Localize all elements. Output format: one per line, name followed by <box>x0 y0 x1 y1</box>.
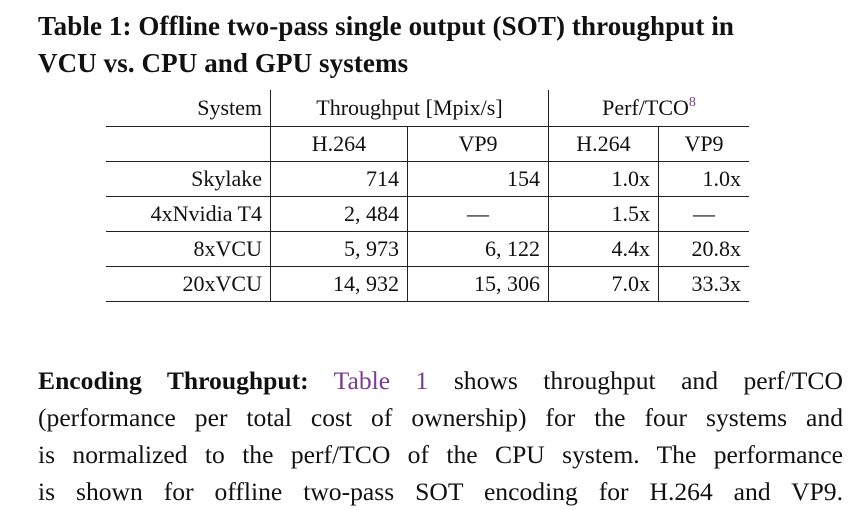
table-subheader-row: H.264 VP9 H.264 VP9 <box>106 126 749 162</box>
throughput-table: System Throughput [Mpix/s] Perf/TCO8 H.2… <box>106 90 749 302</box>
row-system: Skylake <box>106 161 271 197</box>
table-row: 4xNvidia T4 2, 484 — 1.5x — <box>106 196 749 232</box>
cell-perf-h264: 4.4x <box>548 231 659 267</box>
cell-throughput-h264: 2, 484 <box>270 196 408 232</box>
header-system: System <box>106 90 271 127</box>
table-header-row: System Throughput [Mpix/s] Perf/TCO8 <box>106 90 749 127</box>
subheader-cell: H.264 <box>270 126 408 162</box>
cell-perf-vp9: 33.3x <box>658 266 749 302</box>
paragraph-text: shows throughput and perf/TCO <box>453 366 843 395</box>
cell-perf-h264: 7.0x <box>548 266 659 302</box>
cell-throughput-h264: 5, 973 <box>270 231 408 267</box>
paragraph-line-1: Encoding Throughput: Table 1 shows throu… <box>38 362 843 399</box>
subheader-cell: VP9 <box>407 126 549 162</box>
paragraph-line-2: (performance per total cost of ownership… <box>38 403 843 432</box>
table-row: 8xVCU 5, 973 6, 122 4.4x 20.8x <box>106 231 749 267</box>
paragraph-line-3: is normalized to the perf/TCO of the CPU… <box>38 440 843 469</box>
table-reference-link[interactable]: Table 1 <box>333 366 429 395</box>
row-system: 20xVCU <box>106 266 271 302</box>
cell-throughput-h264: 14, 932 <box>270 266 408 302</box>
table-row: 20xVCU 14, 932 15, 306 7.0x 33.3x <box>106 266 749 302</box>
table-row: Skylake 714 154 1.0x 1.0x <box>106 161 749 197</box>
cell-perf-h264: 1.0x <box>548 161 659 197</box>
cell-perf-vp9: — <box>658 196 749 232</box>
table-caption: Table 1: Offline two-pass single output … <box>38 8 858 82</box>
cell-perf-h264: 1.5x <box>548 196 659 232</box>
paragraph-lead: Encoding Throughput: <box>38 366 309 395</box>
cell-throughput-vp9: — <box>407 196 549 232</box>
cell-throughput-vp9: 6, 122 <box>407 231 549 267</box>
cell-throughput-h264: 714 <box>270 161 408 197</box>
paragraph-line-4: is shown for offline two-pass SOT encodi… <box>38 477 843 506</box>
row-system: 4xNvidia T4 <box>106 196 271 232</box>
cell-throughput-vp9: 15, 306 <box>407 266 549 302</box>
caption-line-1: Table 1: Offline two-pass single output … <box>38 11 735 41</box>
cell-perf-vp9: 1.0x <box>658 161 749 197</box>
subheader-empty <box>106 126 271 162</box>
header-perf-label: Perf/TCO <box>602 95 689 120</box>
cell-perf-vp9: 20.8x <box>658 231 749 267</box>
row-system: 8xVCU <box>106 231 271 267</box>
caption-line-2: VCU vs. CPU and GPU systems <box>38 48 409 78</box>
body-paragraph: Encoding Throughput: Table 1 shows throu… <box>38 362 843 510</box>
cell-throughput-vp9: 154 <box>407 161 549 197</box>
footnote-ref[interactable]: 8 <box>688 95 696 110</box>
header-throughput: Throughput [Mpix/s] <box>270 90 549 127</box>
subheader-cell: VP9 <box>658 126 749 162</box>
subheader-cell: H.264 <box>548 126 659 162</box>
header-perf-tco: Perf/TCO8 <box>549 90 750 127</box>
